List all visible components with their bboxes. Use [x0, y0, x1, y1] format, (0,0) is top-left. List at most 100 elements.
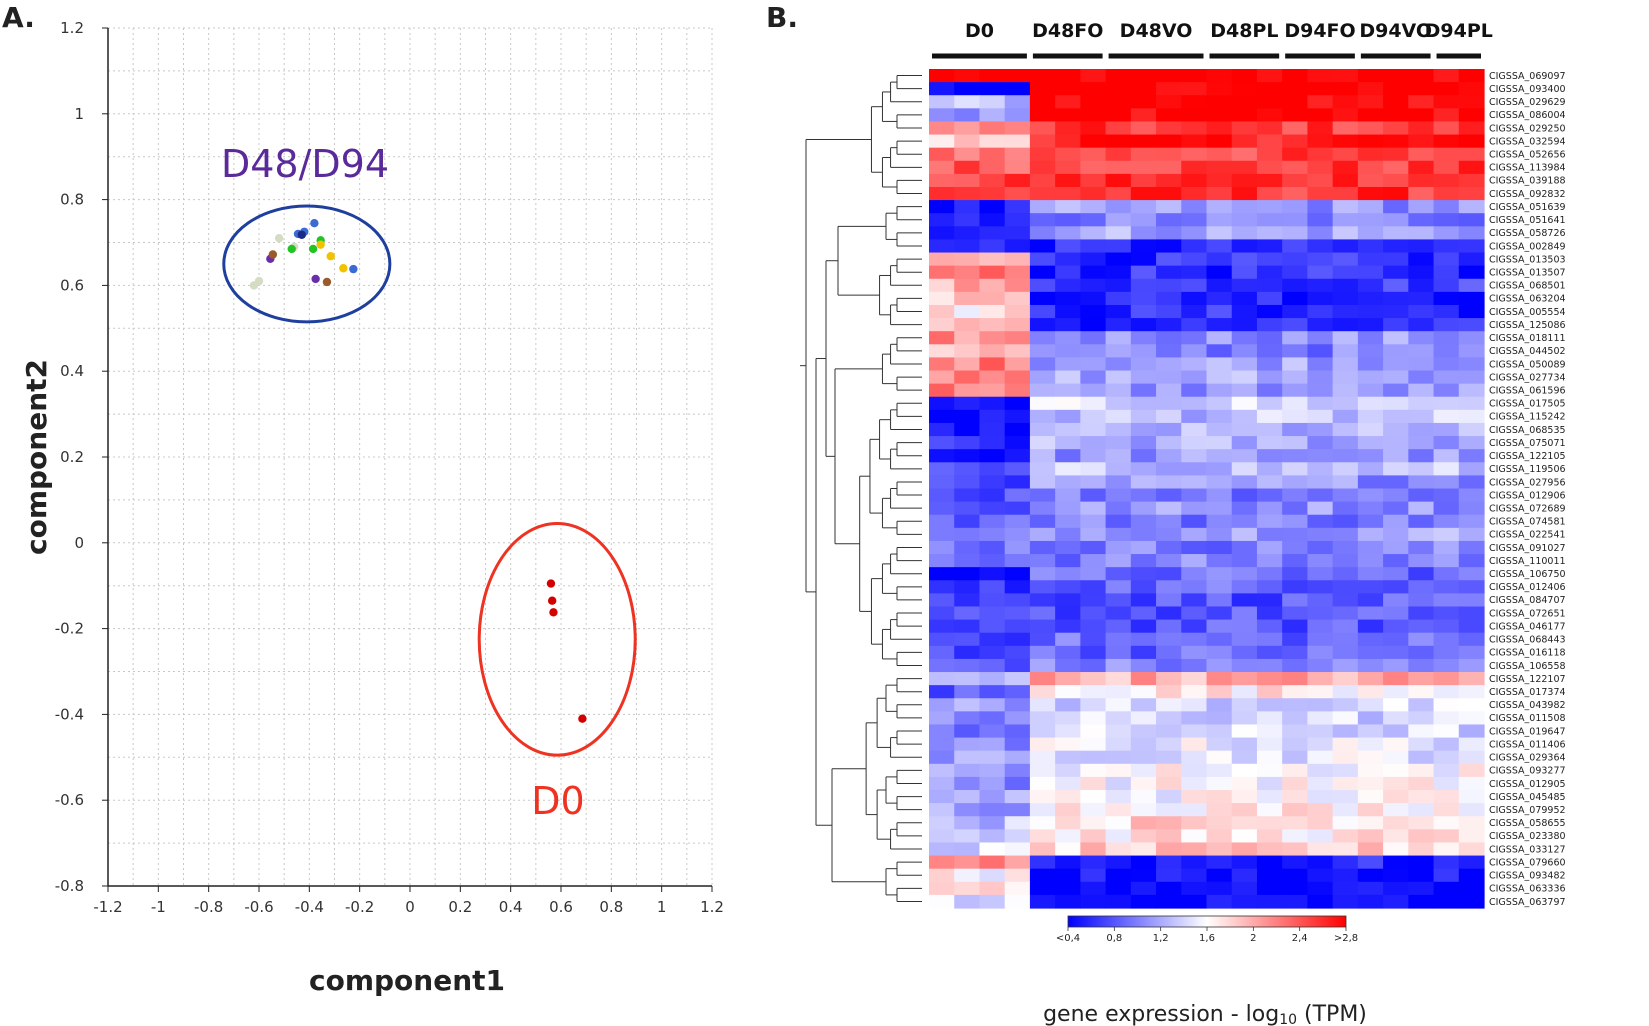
- heatmap-cell: [1105, 318, 1132, 332]
- heatmap-cell: [979, 344, 1006, 359]
- heatmap-cell: [1105, 790, 1132, 804]
- heatmap-cell: [1029, 842, 1056, 857]
- heatmap-cell: [1130, 658, 1157, 673]
- heatmap-cell: [1206, 357, 1233, 372]
- heatmap-cell: [1130, 475, 1157, 490]
- heatmap-cell: [1282, 121, 1309, 136]
- heatmap-cell: [1307, 357, 1334, 372]
- heatmap-cell: [1206, 803, 1233, 817]
- heatmap-cell: [1282, 95, 1309, 109]
- heatmap-cell: [1408, 593, 1435, 608]
- heatmap-cell: [1080, 252, 1107, 267]
- heatmap-cell: [1080, 658, 1107, 673]
- heatmap-cell: [1433, 160, 1460, 175]
- heatmap-cell: [1332, 868, 1359, 883]
- gene-label: CIGSSA_016118: [1489, 648, 1566, 659]
- heatmap-cell: [1256, 790, 1283, 804]
- heatmap-cell: [1357, 580, 1384, 594]
- heatmap-cell: [929, 894, 955, 909]
- heatmap-cell: [1458, 200, 1485, 214]
- heatmap-cell: [1282, 462, 1309, 476]
- gene-label: CIGSSA_011406: [1489, 739, 1566, 750]
- heatmap-cell: [1433, 213, 1460, 227]
- heatmap-cell: [1206, 160, 1233, 175]
- heatmap-cell: [1130, 226, 1157, 241]
- heatmap-cell: [1004, 409, 1031, 424]
- heatmap-cell: [1080, 645, 1107, 660]
- y-tick-label: 1: [74, 105, 84, 123]
- heatmap-cell: [1055, 370, 1081, 385]
- heatmap-cell: [1332, 790, 1359, 804]
- heatmap-cell: [1256, 160, 1283, 175]
- heatmap-cell: [1080, 69, 1107, 83]
- heatmap-cell: [954, 632, 981, 647]
- heatmap-cell: [1408, 200, 1435, 214]
- heatmap-cell: [1307, 527, 1334, 542]
- heatmap-cell: [1282, 82, 1309, 96]
- heatmap-cell: [929, 331, 955, 345]
- heatmap-cell: [1458, 829, 1485, 844]
- heatmap-cell: [1080, 685, 1107, 699]
- heatmap-cell: [1231, 108, 1258, 123]
- heatmap-cell: [1156, 160, 1182, 175]
- heatmap-cell: [1383, 829, 1409, 844]
- heatmap-cell: [1433, 540, 1460, 555]
- heatmap-cell: [929, 868, 955, 883]
- heatmap-cell: [1357, 855, 1384, 870]
- heatmap-cell: [1130, 763, 1157, 778]
- heatmap-cell: [954, 501, 981, 516]
- heatmap-cell: [1055, 239, 1081, 254]
- heatmap-cell: [1130, 632, 1157, 647]
- heatmap-cell: [1080, 619, 1107, 634]
- heatmap-cell: [1004, 842, 1031, 857]
- heatmap-cell: [1055, 108, 1081, 123]
- heatmap-cell: [1458, 370, 1485, 385]
- heatmap-cell: [1282, 881, 1309, 896]
- heatmap-cell: [979, 868, 1006, 883]
- heatmap-cell: [1357, 108, 1384, 123]
- heatmap-cell: [1307, 763, 1334, 778]
- heatmap-cell: [1383, 304, 1409, 319]
- heatmap-cell: [1206, 436, 1233, 450]
- heatmap-cell: [929, 409, 955, 424]
- heatmap-cell: [979, 567, 1006, 581]
- heatmap-cell: [1055, 776, 1081, 791]
- gene-label: CIGSSA_110011: [1489, 556, 1566, 567]
- heatmap-cell: [1055, 357, 1081, 372]
- heatmap-cell: [1282, 173, 1309, 188]
- heatmap-cell: [1408, 396, 1435, 411]
- heatmap-cell: [1181, 449, 1208, 463]
- heatmap-cell: [1029, 737, 1056, 752]
- heatmap-cell: [1433, 645, 1460, 660]
- heatmap-cell: [1282, 619, 1309, 634]
- heatmap-cell: [1029, 265, 1056, 280]
- heatmap-cell: [979, 331, 1006, 345]
- heatmap-cell: [1383, 160, 1409, 175]
- heatmap-cell: [1433, 881, 1460, 896]
- heatmap-cell: [1156, 645, 1182, 660]
- heatmap-cell: [1105, 396, 1132, 411]
- heatmap-cell: [1332, 422, 1359, 437]
- heatmap-cell: [1029, 829, 1056, 844]
- heatmap-cell: [1080, 567, 1107, 581]
- heatmap-cell: [954, 82, 981, 96]
- heatmap-cell: [1307, 252, 1334, 267]
- heatmap-cell: [929, 344, 955, 359]
- heatmap-cell: [1156, 200, 1182, 214]
- heatmap-cell: [1282, 226, 1309, 241]
- gene-label: CIGSSA_018111: [1489, 333, 1566, 344]
- heatmap-cell: [1029, 462, 1056, 476]
- heatmap-cell: [1433, 658, 1460, 673]
- heatmap-cell: [1181, 318, 1208, 332]
- heatmap-cell: [1130, 894, 1157, 909]
- heatmap-cell: [1206, 685, 1233, 699]
- heatmap-cell: [1206, 567, 1233, 581]
- heatmap-cell: [1307, 449, 1334, 463]
- heatmap-cell: [1004, 344, 1031, 359]
- scatter-grid: [107, 27, 713, 887]
- heatmap-cell: [954, 396, 981, 411]
- heatmap-cell: [1256, 554, 1283, 568]
- heatmap-cell: [1256, 829, 1283, 844]
- heatmap-cell: [1156, 672, 1182, 686]
- heatmap-cell: [1130, 95, 1157, 109]
